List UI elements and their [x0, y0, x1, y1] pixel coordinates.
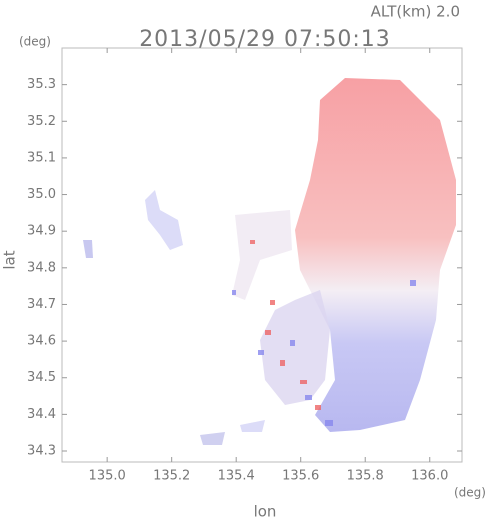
x-tick-label: 135.2	[153, 469, 190, 484]
y-tick-label: 34.7	[27, 297, 56, 312]
plot-frame	[61, 47, 463, 463]
y-tick-label: 35.1	[27, 150, 56, 165]
y-tick-label: 35.0	[27, 187, 56, 202]
y-tick-label: 34.3	[27, 444, 56, 459]
y-tick-label: 35.2	[27, 114, 56, 129]
altitude-label: ALT(km) 2.0	[371, 3, 460, 21]
x-tick-label: 135.0	[89, 469, 126, 484]
x-tick-label: 135.6	[282, 469, 319, 484]
x-tick-label: 135.8	[347, 469, 384, 484]
y-tick-label: 34.5	[27, 370, 56, 385]
y-tick-label: 34.8	[27, 260, 56, 275]
y-unit: (deg)	[19, 35, 51, 49]
velocity-field	[83, 78, 456, 445]
y-axis-label: lat	[1, 250, 19, 269]
y-tick-label: 34.6	[27, 334, 56, 349]
x-tick-label: 135.4	[218, 469, 255, 484]
x-tick-label: 136.0	[411, 469, 448, 484]
chart-title: 2013/05/29 07:50:13	[139, 27, 391, 52]
x-axis-label: lon	[254, 503, 277, 521]
x-unit: (deg)	[454, 486, 486, 500]
y-tick-label: 35.3	[27, 77, 56, 92]
y-tick-label: 34.9	[27, 224, 56, 239]
y-tick-label: 34.4	[27, 407, 56, 422]
